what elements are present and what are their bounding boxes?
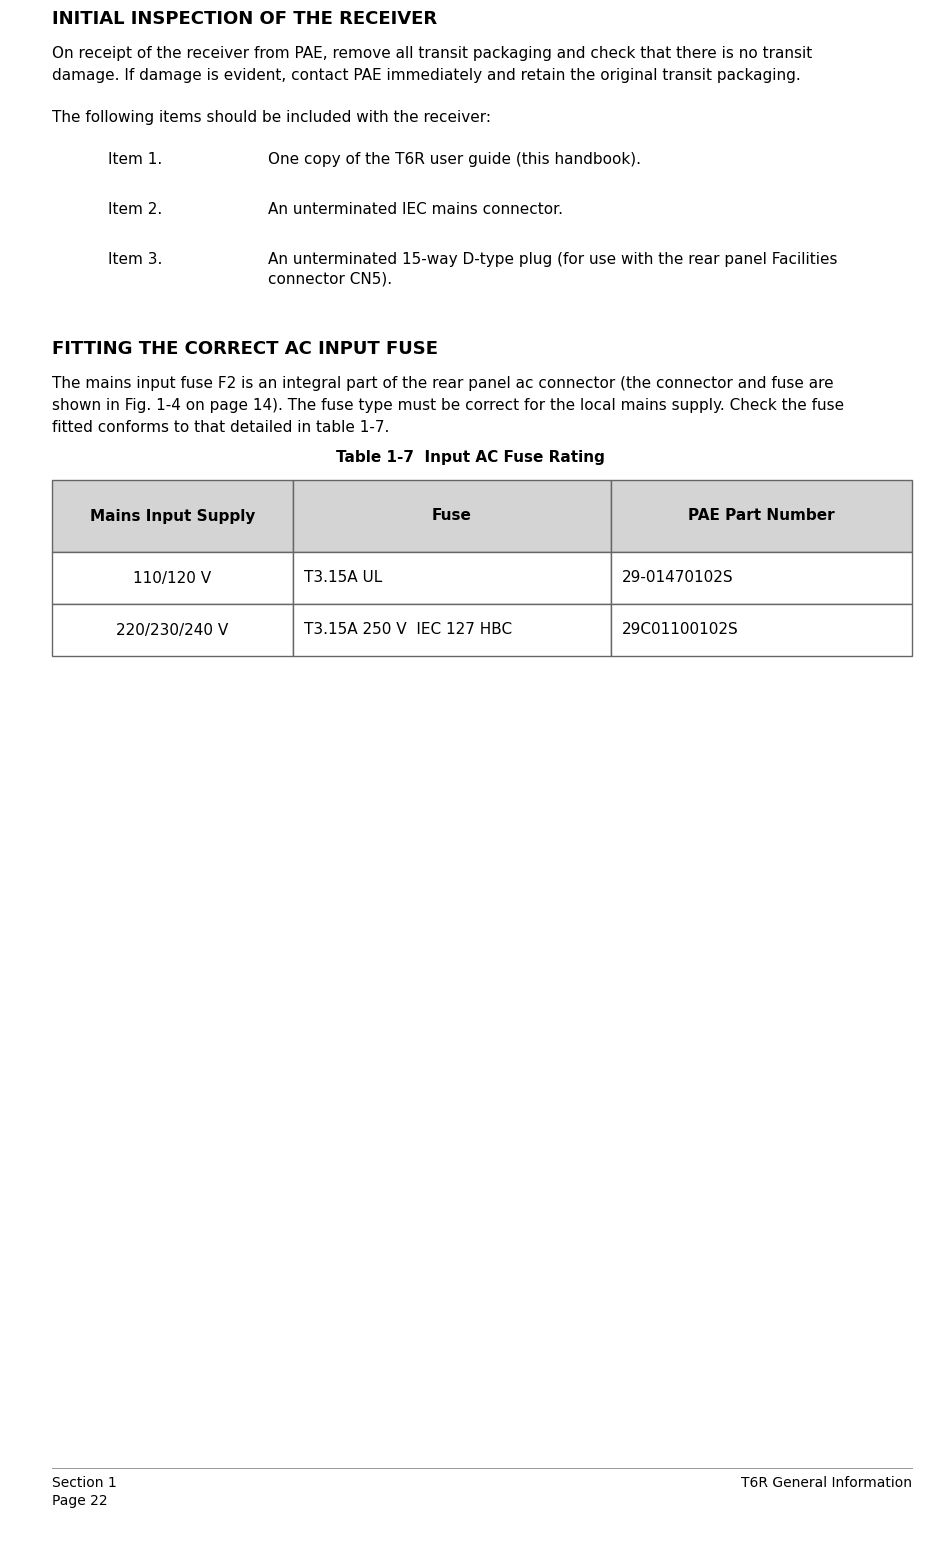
Text: Mains Input Supply: Mains Input Supply <box>89 508 255 523</box>
Text: 110/120 V: 110/120 V <box>133 570 212 585</box>
Text: Fuse: Fuse <box>432 508 472 523</box>
Text: damage. If damage is evident, contact PAE immediately and retain the original tr: damage. If damage is evident, contact PA… <box>52 68 801 83</box>
Text: 29-01470102S: 29-01470102S <box>622 570 734 585</box>
Text: On receipt of the receiver from PAE, remove all transit packaging and check that: On receipt of the receiver from PAE, rem… <box>52 46 812 62</box>
Text: T3.15A 250 V  IEC 127 HBC: T3.15A 250 V IEC 127 HBC <box>304 622 512 638</box>
Text: shown in Fig. 1-4 on page 14). The fuse type must be correct for the local mains: shown in Fig. 1-4 on page 14). The fuse … <box>52 398 844 412</box>
Text: INITIAL INSPECTION OF THE RECEIVER: INITIAL INSPECTION OF THE RECEIVER <box>52 9 437 28</box>
Text: PAE Part Number: PAE Part Number <box>688 508 835 523</box>
Text: FITTING THE CORRECT AC INPUT FUSE: FITTING THE CORRECT AC INPUT FUSE <box>52 340 438 358</box>
Text: Table 1-7  Input AC Fuse Rating: Table 1-7 Input AC Fuse Rating <box>336 449 604 465</box>
Text: T6R General Information: T6R General Information <box>741 1476 912 1490</box>
Text: The following items should be included with the receiver:: The following items should be included w… <box>52 110 491 125</box>
Text: An unterminated 15-way D-type plug (for use with the rear panel Facilities
conne: An unterminated 15-way D-type plug (for … <box>268 252 838 286</box>
Text: Item 3.: Item 3. <box>108 252 163 267</box>
Text: 29C01100102S: 29C01100102S <box>622 622 739 638</box>
Text: The mains input fuse F2 is an integral part of the rear panel ac connector (the : The mains input fuse F2 is an integral p… <box>52 377 834 391</box>
Text: fitted conforms to that detailed in table 1-7.: fitted conforms to that detailed in tabl… <box>52 420 389 435</box>
Text: Item 1.: Item 1. <box>108 151 163 167</box>
Text: Section 1
Page 22: Section 1 Page 22 <box>52 1476 117 1508</box>
Text: T3.15A UL: T3.15A UL <box>304 570 383 585</box>
Text: One copy of the T6R user guide (this handbook).: One copy of the T6R user guide (this han… <box>268 151 641 167</box>
Text: Item 2.: Item 2. <box>108 202 163 218</box>
Text: 220/230/240 V: 220/230/240 V <box>117 622 228 638</box>
Text: An unterminated IEC mains connector.: An unterminated IEC mains connector. <box>268 202 563 218</box>
